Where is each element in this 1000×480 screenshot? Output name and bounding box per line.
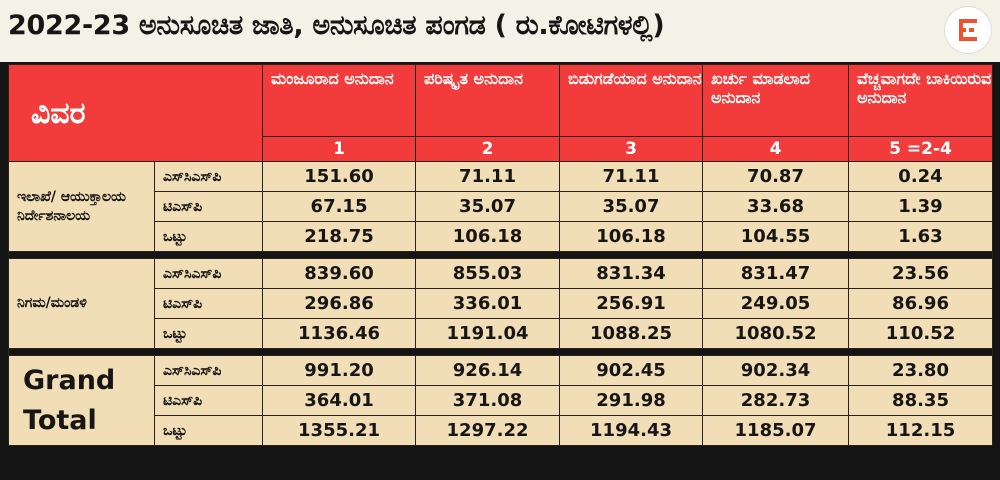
table-cell: 1194.43 [559, 415, 704, 446]
column-number: 1 [262, 136, 417, 162]
table-cell: 364.01 [262, 385, 417, 416]
header-row: ವಿವರ ಮಂಜೂರಾದ ಅನುದಾನ ಪರಿಷ್ಕೃತ ಅನುದಾನ ಬಿಡು… [7, 64, 994, 162]
group-label: ಇಲಾಖೆ/ ಆಯುಕ್ತಾಲಯ ನಿರ್ದೇಶನಾಲಯ [8, 161, 155, 252]
table-row: ಟಿಎಸ್‌ಪಿ 296.86 336.01 256.91 249.05 86.… [9, 288, 994, 319]
table-cell: 855.03 [415, 258, 561, 289]
table-cell: 218.75 [262, 221, 417, 252]
total-row: ಒಟ್ಟು 218.75 106.18 106.18 104.55 1.63 [9, 221, 994, 252]
row-label: ಎಸ್‌ಸಿಎಸ್‌ಪಿ [153, 161, 264, 192]
table-cell: 0.24 [848, 161, 994, 192]
table-cell: 71.11 [559, 161, 704, 192]
table-cell: 35.07 [415, 191, 561, 222]
column-number: 2 [415, 136, 561, 162]
row-label: ಟಿಎಸ್‌ಪಿ [153, 191, 264, 222]
table-cell: 71.11 [415, 161, 561, 192]
table-cell: 256.91 [559, 288, 704, 319]
table-cell: 23.80 [848, 355, 994, 386]
table-cell: 1.63 [848, 221, 994, 252]
row-separator [7, 348, 994, 356]
table-cell: 839.60 [262, 258, 417, 289]
table-cell: 110.52 [848, 318, 994, 349]
table-cell: 831.34 [559, 258, 704, 289]
column-header: ಬಿಡುಗಡೆಯಾದ ಅನುದಾನ [559, 64, 704, 137]
column-header: ಪರಿಷ್ಕೃತ ಅನುದಾನ [415, 64, 561, 137]
table-cell: 291.98 [559, 385, 704, 416]
total-row: ಒಟ್ಟು 1355.21 1297.22 1194.43 1185.07 11… [9, 415, 994, 446]
e-logo-icon [945, 7, 991, 53]
table-cell: 1.39 [848, 191, 994, 222]
column-number: 3 [559, 136, 704, 162]
table-cell: 926.14 [415, 355, 561, 386]
table-row: ಇಲಾಖೆ/ ಆಯುಕ್ತಾಲಯ ನಿರ್ದೇಶನಾಲಯ ಎಸ್‌ಸಿಎಸ್‌ಪ… [8, 161, 994, 252]
title-bar: 2022-23 ಅನುಸೂಚಿತ ಜಾತಿ, ಅನುಸೂಚಿತ ಪಂಗಡ ( ರ… [0, 0, 1000, 62]
table-cell: 1191.04 [415, 318, 561, 349]
table-cell: 106.18 [415, 221, 561, 252]
table-cell: 104.55 [702, 221, 850, 252]
table-row: ನಿಗಮ/ಮಂಡಳಿ ಎಸ್‌ಸಿಎಸ್‌ಪಿ 839.60 855.03 83… [8, 258, 994, 349]
table-cell: 991.20 [262, 355, 417, 386]
table-cell: 88.35 [848, 385, 994, 416]
table-cell: 249.05 [702, 288, 850, 319]
table-row: ಟಿಎಸ್‌ಪಿ 364.01 371.08 291.98 282.73 88.… [9, 385, 994, 416]
table-cell: 70.87 [702, 161, 850, 192]
table-cell: 112.15 [848, 415, 994, 446]
column-header: ಮಂಜೂರಾದ ಅನುದಾನ [262, 64, 417, 137]
table-cell: 902.34 [702, 355, 850, 386]
row-label: ಎಸ್‌ಸಿಎಸ್‌ಪಿ [153, 258, 264, 289]
table-cell: 67.15 [262, 191, 417, 222]
table-cell: 371.08 [415, 385, 561, 416]
row-label: ಟಿಎಸ್‌ಪಿ [153, 288, 264, 319]
table-cell: 86.96 [848, 288, 994, 319]
row-label: ಟಿಎಸ್‌ಪಿ [153, 385, 264, 416]
table-cell: 1080.52 [702, 318, 850, 349]
table-cell: 151.60 [262, 161, 417, 192]
column-number: 4 [702, 136, 850, 162]
table-row: Grand Total ಎಸ್‌ಸಿಎಸ್‌ಪಿ 991.20 926.14 9… [8, 355, 994, 446]
table-cell: 1185.07 [702, 415, 850, 446]
column-number: 5 =2-4 [848, 136, 994, 162]
table-cell: 106.18 [559, 221, 704, 252]
table-row: ಟಿಎಸ್‌ಪಿ 67.15 35.07 35.07 33.68 1.39 [9, 191, 994, 222]
table-cell: 35.07 [559, 191, 704, 222]
column-header: ವೆಚ್ಚವಾಗದೇ ಬಾಕಿಯಿರುವ ಅನುದಾನ [848, 64, 994, 137]
row-label: ಒಟ್ಟು [153, 318, 264, 349]
table-cell: 23.56 [848, 258, 994, 289]
total-row: ಒಟ್ಟು 1136.46 1191.04 1088.25 1080.52 11… [9, 318, 994, 349]
row-separator [7, 251, 994, 259]
row-label-header: ವಿವರ [7, 64, 264, 162]
table-cell: 282.73 [702, 385, 850, 416]
table-cell: 336.01 [415, 288, 561, 319]
row-label: ಎಸ್‌ಸಿಎಸ್‌ಪಿ [153, 355, 264, 386]
table-cell: 1297.22 [415, 415, 561, 446]
table-cell: 33.68 [702, 191, 850, 222]
column-number-row: 1 2 3 4 5 =2-4 [9, 136, 994, 162]
group-label: ನಿಗಮ/ಮಂಡಳಿ [8, 258, 155, 349]
page-title: 2022-23 ಅನುಸೂಚಿತ ಜಾತಿ, ಅನುಸೂಚಿತ ಪಂಗಡ ( ರ… [8, 10, 665, 41]
table-cell: 831.47 [702, 258, 850, 289]
table-cell: 1136.46 [262, 318, 417, 349]
row-label: ಒಟ್ಟು [153, 221, 264, 252]
grant-table: ವಿವರ ಮಂಜೂರಾದ ಅನುದಾನ ಪರಿಷ್ಕೃತ ಅನುದಾನ ಬಿಡು… [7, 64, 994, 446]
table-cell: 296.86 [262, 288, 417, 319]
group-label: Grand Total [8, 355, 155, 446]
row-label: ಒಟ್ಟು [153, 415, 264, 446]
column-header: ಖರ್ಚು ಮಾಡಲಾದ ಅನುದಾನ [702, 64, 850, 137]
table-cell: 1355.21 [262, 415, 417, 446]
table-cell: 902.45 [559, 355, 704, 386]
table-cell: 1088.25 [559, 318, 704, 349]
